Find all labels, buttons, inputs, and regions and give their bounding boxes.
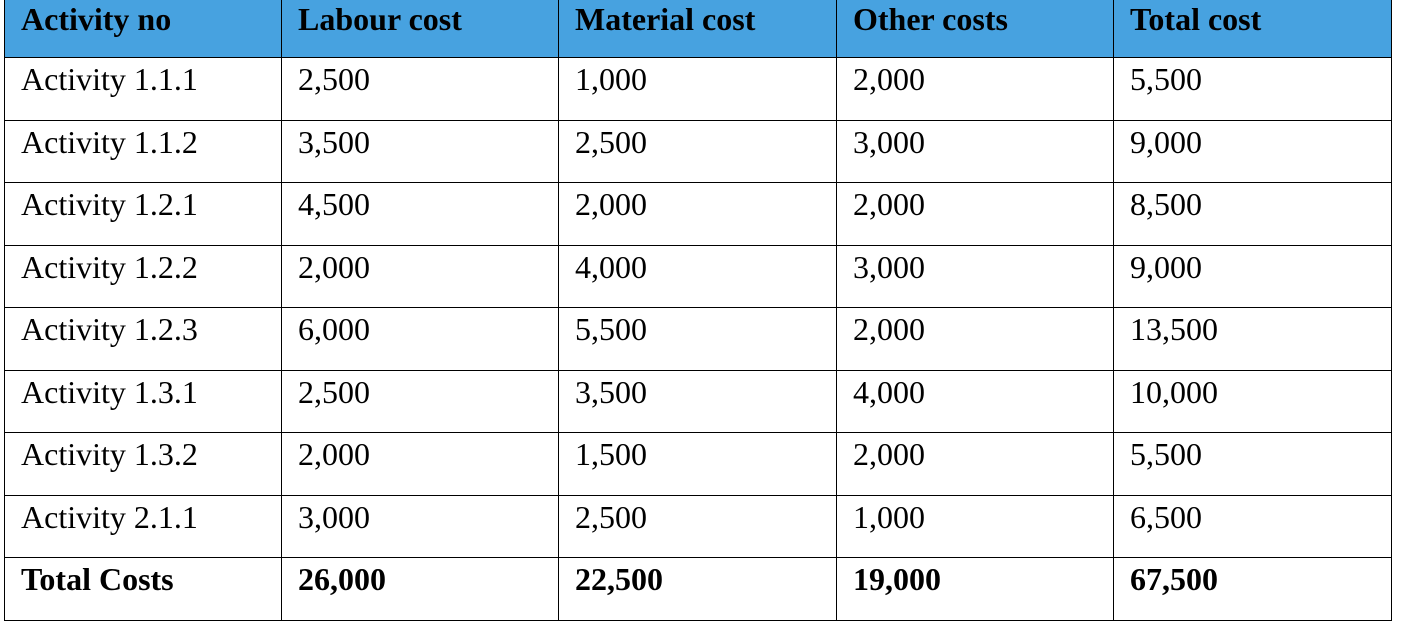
- table-cell: Activity 1.2.1: [4, 182, 282, 246]
- table-cell: 2,000: [281, 432, 559, 496]
- total-cell: 67,500: [1113, 557, 1392, 621]
- table-cell: 9,000: [1113, 119, 1392, 183]
- table-cell: 2,000: [281, 244, 559, 308]
- total-cell: 26,000: [281, 557, 559, 621]
- table-body: Activity 1.1.1 2,500 1,000 2,000 5,500 Activi…: [4, 57, 1392, 621]
- table-cell: Activity 1.2.2: [4, 244, 282, 308]
- table-cell: 3,500: [281, 119, 559, 183]
- table-row: Activity 1.2.3 6,000 5,500 2,000 13,500: [4, 307, 1392, 371]
- total-cell: Total Costs: [4, 557, 282, 621]
- table-cell: Activity 1.3.2: [4, 432, 282, 496]
- table-cell: 2,000: [558, 182, 837, 246]
- table-cell: 8,500: [1113, 182, 1392, 246]
- total-cell: 19,000: [836, 557, 1114, 621]
- table-cell: 3,000: [836, 119, 1114, 183]
- table-row: Activity 1.1.1 2,500 1,000 2,000 5,500: [4, 57, 1392, 121]
- table-row: Activity 2.1.1 3,000 2,500 1,000 6,500: [4, 494, 1392, 558]
- table-cell: 2,500: [281, 57, 559, 121]
- table-cell: 2,000: [836, 432, 1114, 496]
- table-cell: 3,000: [281, 494, 559, 558]
- table-cell: 5,500: [558, 307, 837, 371]
- header-cell: Labour cost: [281, 0, 559, 58]
- header-cell: Activity no: [4, 0, 282, 58]
- table-cell: Activity 1.2.3: [4, 307, 282, 371]
- table-cell: 2,000: [836, 307, 1114, 371]
- table-cell: Activity 1.1.2: [4, 119, 282, 183]
- table-cell: 9,000: [1113, 244, 1392, 308]
- table-cell: 10,000: [1113, 369, 1392, 433]
- table-cell: 1,000: [836, 494, 1114, 558]
- table-cell: 3,000: [836, 244, 1114, 308]
- table-cell: 3,500: [558, 369, 837, 433]
- table-row: Activity 1.1.2 3,500 2,500 3,000 9,000: [4, 119, 1392, 183]
- header-row: Activity no Labour cost Material cost Other…: [4, 0, 1392, 58]
- table-cell: 5,500: [1113, 432, 1392, 496]
- total-row: Total Costs 26,000 22,500 19,000 67,500: [4, 557, 1392, 621]
- table-row: Activity 1.2.2 2,000 4,000 3,000 9,000: [4, 244, 1392, 308]
- table-cell: 4,500: [281, 182, 559, 246]
- table-cell: Activity 2.1.1: [4, 494, 282, 558]
- table-cell: 4,000: [836, 369, 1114, 433]
- table-cell: 5,500: [1113, 57, 1392, 121]
- table-row: Activity 1.2.1 4,500 2,000 2,000 8,500: [4, 182, 1392, 246]
- table-cell: 2,500: [558, 119, 837, 183]
- table-row: Activity 1.3.1 2,500 3,500 4,000 10,000: [4, 369, 1392, 433]
- table-cell: 1,500: [558, 432, 837, 496]
- table-cell: 1,000: [558, 57, 837, 121]
- header-cell: Other costs: [836, 0, 1114, 58]
- total-cell: 22,500: [558, 557, 837, 621]
- table-cell: 2,500: [281, 369, 559, 433]
- cost-table: Activity no Labour cost Material cost Other…: [4, 0, 1392, 621]
- table-cell: 6,000: [281, 307, 559, 371]
- table-cell: 2,000: [836, 57, 1114, 121]
- table-cell: Activity 1.1.1: [4, 57, 282, 121]
- table-cell: 6,500: [1113, 494, 1392, 558]
- table-row: Activity 1.3.2 2,000 1,500 2,000 5,500: [4, 432, 1392, 496]
- table-cell: 2,500: [558, 494, 837, 558]
- header-cell: Material cost: [558, 0, 837, 58]
- table-cell: Activity 1.3.1: [4, 369, 282, 433]
- table-cell: 4,000: [558, 244, 837, 308]
- table-cell: 13,500: [1113, 307, 1392, 371]
- table-cell: 2,000: [836, 182, 1114, 246]
- header-cell: Total cost: [1113, 0, 1392, 58]
